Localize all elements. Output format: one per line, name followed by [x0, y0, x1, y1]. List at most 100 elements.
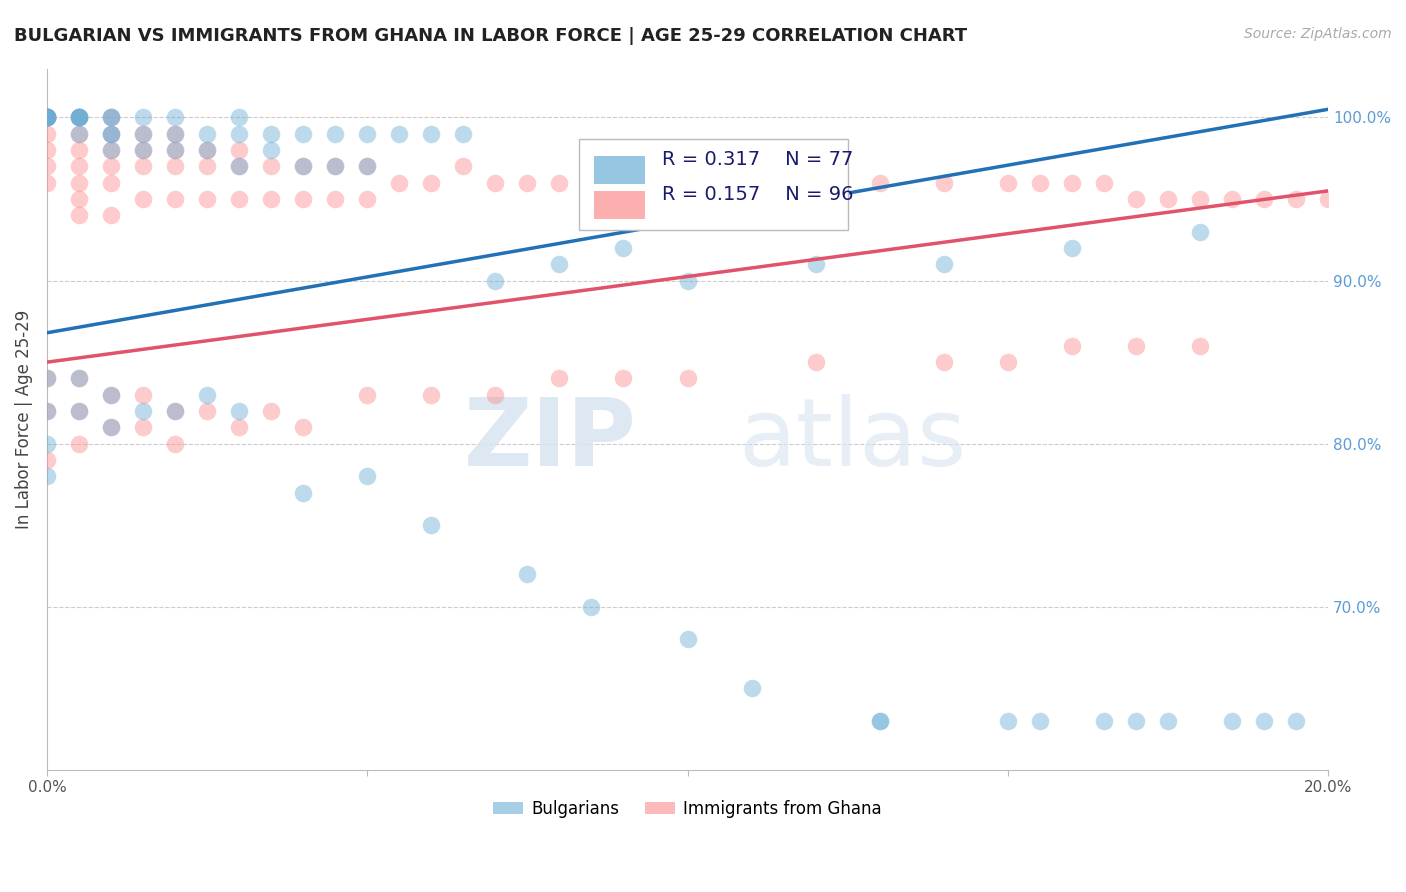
- Point: [67, 111, 90, 125]
- Point: [323, 192, 346, 206]
- Point: [612, 241, 634, 255]
- Point: [67, 436, 90, 450]
- Point: [1029, 176, 1052, 190]
- Point: [100, 420, 122, 434]
- Point: [292, 160, 315, 174]
- Point: [100, 176, 122, 190]
- Point: [35, 111, 58, 125]
- Point: [388, 127, 411, 141]
- Point: [100, 127, 122, 141]
- Point: [869, 714, 891, 728]
- Point: [67, 127, 90, 141]
- Point: [1188, 225, 1211, 239]
- Point: [1125, 714, 1147, 728]
- Point: [35, 111, 58, 125]
- Point: [163, 192, 186, 206]
- Point: [100, 160, 122, 174]
- Point: [1253, 714, 1275, 728]
- Point: [163, 143, 186, 157]
- Point: [132, 420, 155, 434]
- Point: [132, 160, 155, 174]
- Point: [195, 388, 218, 402]
- Point: [67, 176, 90, 190]
- Point: [420, 127, 443, 141]
- Point: [1317, 192, 1340, 206]
- Point: [804, 176, 827, 190]
- Point: [932, 355, 955, 369]
- Point: [195, 192, 218, 206]
- Point: [35, 469, 58, 483]
- Point: [163, 404, 186, 418]
- Point: [163, 160, 186, 174]
- Point: [997, 176, 1019, 190]
- Point: [100, 111, 122, 125]
- Point: [869, 714, 891, 728]
- Point: [67, 111, 90, 125]
- Point: [997, 355, 1019, 369]
- Point: [228, 192, 250, 206]
- Point: [35, 404, 58, 418]
- Text: R = 0.157    N = 96: R = 0.157 N = 96: [662, 186, 853, 204]
- Point: [35, 404, 58, 418]
- Point: [292, 420, 315, 434]
- Point: [35, 436, 58, 450]
- Point: [163, 404, 186, 418]
- Point: [67, 404, 90, 418]
- Point: [195, 127, 218, 141]
- Point: [35, 127, 58, 141]
- Point: [132, 127, 155, 141]
- Point: [67, 404, 90, 418]
- Point: [100, 388, 122, 402]
- Point: [1285, 192, 1308, 206]
- FancyBboxPatch shape: [593, 156, 645, 185]
- Point: [35, 453, 58, 467]
- Point: [67, 160, 90, 174]
- Y-axis label: In Labor Force | Age 25-29: In Labor Force | Age 25-29: [15, 310, 32, 529]
- Point: [997, 714, 1019, 728]
- Point: [323, 160, 346, 174]
- Point: [35, 160, 58, 174]
- Point: [35, 111, 58, 125]
- Point: [548, 176, 571, 190]
- Text: BULGARIAN VS IMMIGRANTS FROM GHANA IN LABOR FORCE | AGE 25-29 CORRELATION CHART: BULGARIAN VS IMMIGRANTS FROM GHANA IN LA…: [14, 27, 967, 45]
- Point: [100, 143, 122, 157]
- Point: [1188, 192, 1211, 206]
- Point: [676, 176, 699, 190]
- Point: [323, 160, 346, 174]
- Point: [228, 420, 250, 434]
- Point: [100, 208, 122, 222]
- Point: [1092, 176, 1115, 190]
- Point: [484, 176, 506, 190]
- Point: [67, 371, 90, 385]
- Point: [260, 127, 283, 141]
- Point: [132, 388, 155, 402]
- Point: [163, 127, 186, 141]
- Point: [67, 208, 90, 222]
- Point: [228, 404, 250, 418]
- Point: [35, 371, 58, 385]
- Point: [35, 371, 58, 385]
- Point: [869, 176, 891, 190]
- Text: ZIP: ZIP: [464, 394, 637, 486]
- Point: [1092, 714, 1115, 728]
- Point: [1060, 339, 1083, 353]
- Point: [1125, 192, 1147, 206]
- Point: [453, 127, 475, 141]
- Point: [1285, 714, 1308, 728]
- Point: [132, 111, 155, 125]
- Point: [228, 143, 250, 157]
- Point: [1188, 339, 1211, 353]
- Point: [228, 160, 250, 174]
- Point: [1157, 192, 1180, 206]
- Point: [100, 420, 122, 434]
- Point: [67, 111, 90, 125]
- Text: atlas: atlas: [738, 394, 967, 486]
- Point: [356, 160, 378, 174]
- Point: [804, 257, 827, 271]
- Point: [163, 143, 186, 157]
- Point: [67, 111, 90, 125]
- Point: [741, 176, 763, 190]
- Point: [581, 599, 603, 614]
- Point: [676, 632, 699, 647]
- Point: [548, 257, 571, 271]
